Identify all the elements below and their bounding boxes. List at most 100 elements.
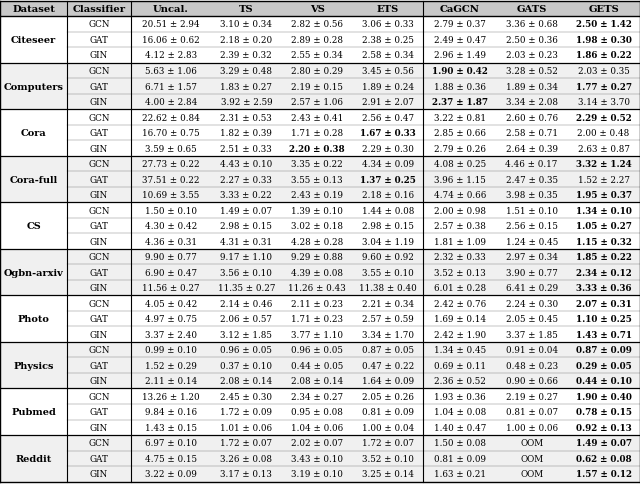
Text: 3.26 ± 0.08: 3.26 ± 0.08 xyxy=(220,454,273,463)
Text: 2.18 ± 0.16: 2.18 ± 0.16 xyxy=(362,191,414,200)
Text: GIN: GIN xyxy=(90,469,108,478)
Text: 1.49 ± 0.07: 1.49 ± 0.07 xyxy=(575,439,632,447)
Bar xyxy=(0,404,640,420)
Text: VS: VS xyxy=(310,5,324,15)
Text: OOM: OOM xyxy=(520,469,543,478)
Text: 2.20 ± 0.38: 2.20 ± 0.38 xyxy=(289,144,345,153)
Bar xyxy=(0,420,640,435)
Text: 2.34 ± 0.27: 2.34 ± 0.27 xyxy=(291,392,343,401)
Text: 0.99 ± 0.10: 0.99 ± 0.10 xyxy=(145,346,197,354)
Text: 3.90 ± 0.77: 3.90 ± 0.77 xyxy=(506,268,557,277)
Text: GCN: GCN xyxy=(88,160,110,169)
Text: 3.92 ± 2.59: 3.92 ± 2.59 xyxy=(221,98,272,107)
Text: GCN: GCN xyxy=(88,67,110,76)
Text: 3.02 ± 0.18: 3.02 ± 0.18 xyxy=(291,222,343,231)
Text: Computers: Computers xyxy=(4,82,63,91)
Text: 2.36 ± 0.52: 2.36 ± 0.52 xyxy=(434,377,486,385)
Text: 4.28 ± 0.28: 4.28 ± 0.28 xyxy=(291,237,343,246)
Text: GCN: GCN xyxy=(88,113,110,122)
Text: 1.83 ± 0.27: 1.83 ± 0.27 xyxy=(220,82,273,91)
Bar xyxy=(0,2,640,17)
Text: GIN: GIN xyxy=(90,144,108,153)
Text: 1.85 ± 0.22: 1.85 ± 0.22 xyxy=(575,253,632,262)
Text: GIN: GIN xyxy=(90,237,108,246)
Text: 4.74 ± 0.66: 4.74 ± 0.66 xyxy=(434,191,486,200)
Text: 2.91 ± 2.07: 2.91 ± 2.07 xyxy=(362,98,414,107)
Text: 3.33 ± 0.22: 3.33 ± 0.22 xyxy=(221,191,272,200)
Text: 1.63 ± 0.21: 1.63 ± 0.21 xyxy=(434,469,486,478)
Text: 2.97 ± 0.34: 2.97 ± 0.34 xyxy=(506,253,557,262)
Text: 2.29 ± 0.52: 2.29 ± 0.52 xyxy=(575,113,632,122)
Text: 0.48 ± 0.23: 0.48 ± 0.23 xyxy=(506,361,557,370)
Text: 1.04 ± 0.06: 1.04 ± 0.06 xyxy=(291,423,343,432)
Text: 2.19 ± 0.15: 2.19 ± 0.15 xyxy=(291,82,343,91)
Text: 4.00 ± 2.84: 4.00 ± 2.84 xyxy=(145,98,197,107)
Text: 2.98 ± 0.15: 2.98 ± 0.15 xyxy=(362,222,414,231)
Text: OOM: OOM xyxy=(520,454,543,463)
Text: Pubmed: Pubmed xyxy=(11,408,56,416)
Text: 3.43 ± 0.10: 3.43 ± 0.10 xyxy=(291,454,343,463)
Text: 2.27 ± 0.33: 2.27 ± 0.33 xyxy=(220,175,272,184)
Text: 1.64 ± 0.09: 1.64 ± 0.09 xyxy=(362,377,414,385)
Text: 3.22 ± 0.81: 3.22 ± 0.81 xyxy=(434,113,486,122)
Text: Citeseer: Citeseer xyxy=(11,36,56,45)
Bar xyxy=(0,234,640,249)
Text: 3.28 ± 0.52: 3.28 ± 0.52 xyxy=(506,67,557,76)
Text: 2.89 ± 0.28: 2.89 ± 0.28 xyxy=(291,36,343,45)
Text: 3.29 ± 0.48: 3.29 ± 0.48 xyxy=(220,67,273,76)
Bar xyxy=(0,373,640,389)
Text: 0.37 ± 0.10: 0.37 ± 0.10 xyxy=(220,361,273,370)
Text: 2.05 ± 0.26: 2.05 ± 0.26 xyxy=(362,392,414,401)
Text: 11.56 ± 0.27: 11.56 ± 0.27 xyxy=(142,284,200,292)
Text: 2.06 ± 0.57: 2.06 ± 0.57 xyxy=(220,315,273,323)
Text: 1.51 ± 0.10: 1.51 ± 0.10 xyxy=(506,206,557,215)
Text: 2.58 ± 0.71: 2.58 ± 0.71 xyxy=(506,129,557,138)
Text: 1.95 ± 0.37: 1.95 ± 0.37 xyxy=(575,191,632,200)
Text: 0.92 ± 0.13: 0.92 ± 0.13 xyxy=(575,423,632,432)
Text: 4.39 ± 0.08: 4.39 ± 0.08 xyxy=(291,268,343,277)
Text: 0.29 ± 0.05: 0.29 ± 0.05 xyxy=(575,361,632,370)
Text: 27.73 ± 0.22: 27.73 ± 0.22 xyxy=(142,160,200,169)
Text: GCN: GCN xyxy=(88,253,110,262)
Text: 2.19 ± 0.27: 2.19 ± 0.27 xyxy=(506,392,557,401)
Text: 37.51 ± 0.22: 37.51 ± 0.22 xyxy=(142,175,200,184)
Text: 3.55 ± 0.10: 3.55 ± 0.10 xyxy=(362,268,414,277)
Text: 4.31 ± 0.31: 4.31 ± 0.31 xyxy=(220,237,273,246)
Text: Uncal.: Uncal. xyxy=(153,5,189,15)
Text: 1.90 ± 0.42: 1.90 ± 0.42 xyxy=(432,67,488,76)
Text: 2.56 ± 0.15: 2.56 ± 0.15 xyxy=(506,222,557,231)
Text: 6.01 ± 0.28: 6.01 ± 0.28 xyxy=(434,284,486,292)
Text: 1.89 ± 0.34: 1.89 ± 0.34 xyxy=(506,82,557,91)
Text: 3.36 ± 0.68: 3.36 ± 0.68 xyxy=(506,20,557,30)
Text: TS: TS xyxy=(239,5,253,15)
Text: 3.14 ± 3.70: 3.14 ± 3.70 xyxy=(577,98,630,107)
Text: 10.69 ± 3.55: 10.69 ± 3.55 xyxy=(142,191,200,200)
Bar xyxy=(0,451,640,466)
Text: 3.37 ± 1.85: 3.37 ± 1.85 xyxy=(506,330,557,339)
Text: 0.91 ± 0.04: 0.91 ± 0.04 xyxy=(506,346,557,354)
Text: 2.42 ± 0.76: 2.42 ± 0.76 xyxy=(434,299,486,308)
Text: GATS: GATS xyxy=(516,5,547,15)
Text: 1.77 ± 0.27: 1.77 ± 0.27 xyxy=(575,82,632,91)
Bar xyxy=(0,94,640,110)
Bar xyxy=(0,311,640,327)
Text: 2.14 ± 0.46: 2.14 ± 0.46 xyxy=(220,299,273,308)
Text: 11.35 ± 0.27: 11.35 ± 0.27 xyxy=(218,284,275,292)
Text: 1.67 ± 0.33: 1.67 ± 0.33 xyxy=(360,129,416,138)
Text: 2.98 ± 0.15: 2.98 ± 0.15 xyxy=(220,222,272,231)
Text: 4.08 ± 0.25: 4.08 ± 0.25 xyxy=(434,160,486,169)
Text: 2.43 ± 0.19: 2.43 ± 0.19 xyxy=(291,191,343,200)
Text: 3.98 ± 0.35: 3.98 ± 0.35 xyxy=(506,191,557,200)
Text: 2.63 ± 0.87: 2.63 ± 0.87 xyxy=(577,144,630,153)
Text: 2.51 ± 0.33: 2.51 ± 0.33 xyxy=(221,144,272,153)
Text: 4.43 ± 0.10: 4.43 ± 0.10 xyxy=(220,160,273,169)
Text: 9.17 ± 1.10: 9.17 ± 1.10 xyxy=(220,253,273,262)
Text: 4.75 ± 0.15: 4.75 ± 0.15 xyxy=(145,454,197,463)
Text: 2.50 ± 0.36: 2.50 ± 0.36 xyxy=(506,36,557,45)
Text: 2.42 ± 1.90: 2.42 ± 1.90 xyxy=(434,330,486,339)
Text: 9.84 ± 0.16: 9.84 ± 0.16 xyxy=(145,408,197,416)
Text: 2.24 ± 0.30: 2.24 ± 0.30 xyxy=(506,299,557,308)
Text: 2.34 ± 0.12: 2.34 ± 0.12 xyxy=(575,268,632,277)
Text: 3.06 ± 0.33: 3.06 ± 0.33 xyxy=(362,20,414,30)
Text: 4.36 ± 0.31: 4.36 ± 0.31 xyxy=(145,237,197,246)
